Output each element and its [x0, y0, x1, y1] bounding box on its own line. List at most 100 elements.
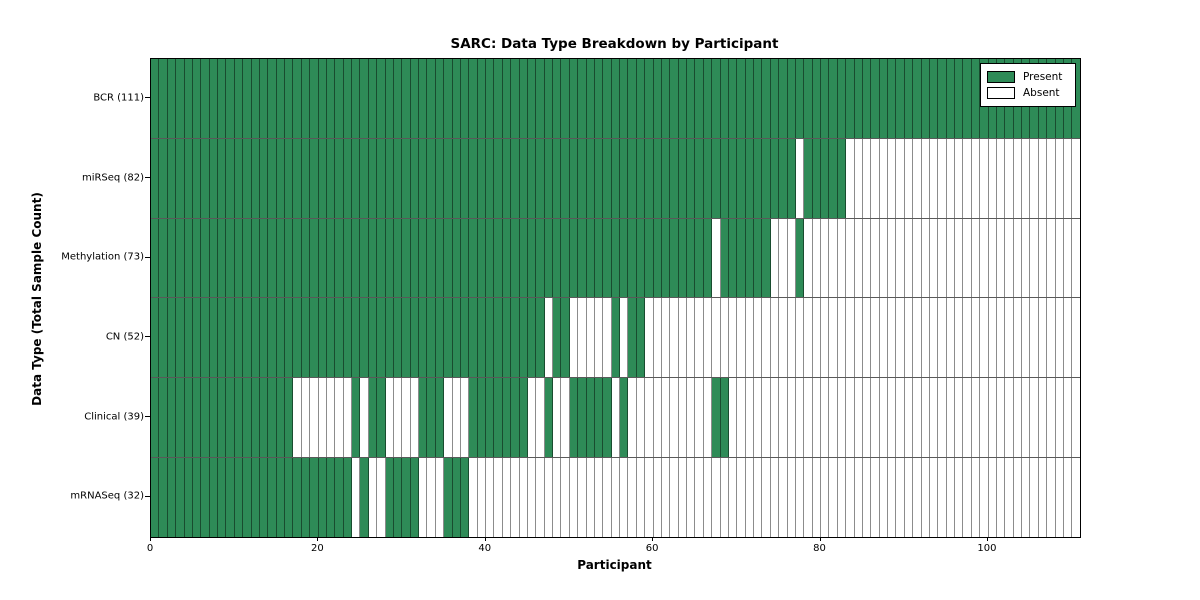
cell [896, 298, 905, 378]
cell [611, 298, 620, 378]
cell [151, 378, 160, 458]
cell [812, 298, 821, 378]
cell [804, 218, 813, 298]
cell [703, 59, 713, 138]
cell [151, 138, 160, 218]
cell [402, 218, 411, 298]
cell [628, 218, 637, 298]
cell [444, 378, 453, 458]
legend-entry-present: Present [987, 69, 1069, 85]
cell [795, 218, 805, 298]
cell [343, 138, 352, 218]
cell [929, 458, 939, 537]
cell [234, 218, 244, 298]
cell [594, 378, 604, 458]
cell [561, 378, 570, 458]
x-tick-mark [484, 537, 486, 541]
cell [176, 59, 185, 138]
cell [352, 59, 361, 138]
cell [553, 218, 562, 298]
cell [209, 378, 218, 458]
cell [971, 298, 981, 378]
cell [586, 458, 595, 537]
cell [812, 458, 821, 537]
cell [938, 138, 947, 218]
cell [469, 218, 478, 298]
cell [226, 218, 235, 298]
cell [226, 59, 235, 138]
cell [377, 458, 386, 537]
cell [326, 59, 336, 138]
cell [259, 298, 269, 378]
cell [460, 138, 470, 218]
cell [888, 298, 897, 378]
cell [829, 378, 838, 458]
cell [938, 59, 947, 138]
cell [1022, 378, 1031, 458]
cell [1063, 298, 1073, 378]
cell [603, 59, 612, 138]
cell [837, 138, 847, 218]
cell [762, 138, 771, 218]
cell [787, 298, 796, 378]
cell [770, 138, 780, 218]
cell [837, 458, 847, 537]
cell [837, 59, 847, 138]
cell [795, 298, 805, 378]
plot-area [150, 58, 1081, 538]
cell [754, 458, 763, 537]
cell [301, 138, 311, 218]
cell [1013, 378, 1022, 458]
cell [620, 218, 629, 298]
cell [360, 378, 369, 458]
cell [988, 298, 997, 378]
cell [821, 59, 830, 138]
cell [1063, 378, 1073, 458]
cell [176, 218, 185, 298]
cell [469, 138, 478, 218]
cell [737, 298, 746, 378]
cell [402, 59, 411, 138]
cell [787, 59, 796, 138]
cell [603, 458, 612, 537]
cell [854, 138, 863, 218]
cell [737, 138, 746, 218]
cell [209, 138, 218, 218]
cell [779, 218, 788, 298]
cell [645, 458, 654, 537]
y-tick-mark [145, 495, 150, 497]
cell [192, 59, 202, 138]
cell [352, 458, 361, 537]
cell [410, 218, 419, 298]
cell [879, 59, 888, 138]
cell [209, 59, 218, 138]
cell [904, 298, 914, 378]
x-tick-mark [317, 537, 319, 541]
cell [846, 458, 855, 537]
cell [862, 458, 872, 537]
cell [544, 458, 553, 537]
cell [929, 218, 939, 298]
cell [377, 378, 386, 458]
cell [419, 378, 428, 458]
cell [553, 298, 562, 378]
cell [879, 378, 888, 458]
cell [385, 458, 394, 537]
cell [536, 298, 545, 378]
cell [218, 378, 227, 458]
cell [511, 218, 520, 298]
cell [1030, 218, 1039, 298]
cell [896, 458, 905, 537]
cell [946, 458, 955, 537]
cell [1063, 138, 1073, 218]
cell [544, 59, 553, 138]
y-tick-mark [145, 97, 150, 99]
cell [737, 59, 746, 138]
cell [670, 59, 679, 138]
cell [486, 59, 495, 138]
cell [293, 378, 302, 458]
x-tick-mark [986, 537, 988, 541]
cell [703, 298, 713, 378]
cell [1005, 218, 1014, 298]
cell [963, 138, 972, 218]
